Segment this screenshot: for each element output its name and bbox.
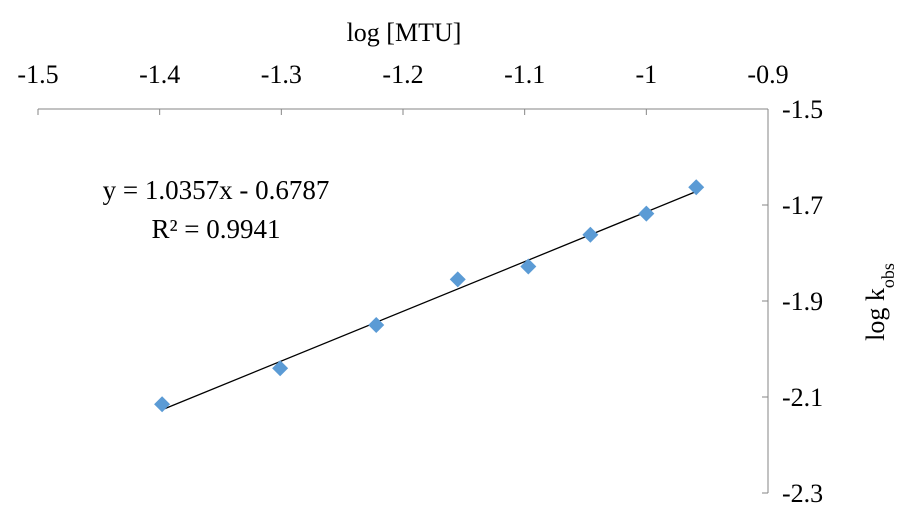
y-tick-label: -2.1 xyxy=(782,383,823,412)
x-tick-label: -1.4 xyxy=(139,60,180,89)
r-squared-label: R² = 0.9941 xyxy=(151,214,280,244)
data-point xyxy=(638,205,655,222)
data-point xyxy=(154,396,171,413)
x-tick-label: -1 xyxy=(635,60,657,89)
y-tick-label: -1.7 xyxy=(782,191,823,220)
data-point xyxy=(520,258,537,275)
y-tick-label: -2.3 xyxy=(782,479,823,506)
x-tick-label: -1.3 xyxy=(261,60,302,89)
data-points xyxy=(154,179,705,413)
x-tick-label: -0.9 xyxy=(747,60,788,89)
y-axis-title-subscript: obs xyxy=(878,263,898,288)
y-axis-title-main: log k xyxy=(861,288,890,341)
x-tick-label: -1.1 xyxy=(504,60,545,89)
y-axis-title: log kobs xyxy=(861,263,898,341)
x-tick-label: -1.2 xyxy=(382,60,423,89)
data-point xyxy=(688,179,705,196)
y-tick-labels: -1.5 -1.7 -1.9 -2.1 -2.3 xyxy=(782,95,823,506)
equation-label: y = 1.0357x - 0.6787 xyxy=(103,175,330,205)
trendline xyxy=(161,190,697,411)
y-tick-label: -1.9 xyxy=(782,287,823,316)
data-point xyxy=(272,360,289,377)
data-point xyxy=(449,271,466,288)
x-axis-title: log [MTU] xyxy=(347,18,462,47)
data-point xyxy=(368,317,385,333)
x-tick-labels: -1.5 -1.4 -1.3 -1.2 -1.1 -1 -0.9 xyxy=(17,60,788,89)
data-point xyxy=(582,226,599,243)
axes xyxy=(37,108,769,494)
y-tick-label: -1.5 xyxy=(782,95,823,124)
x-tick-label: -1.5 xyxy=(17,60,58,89)
